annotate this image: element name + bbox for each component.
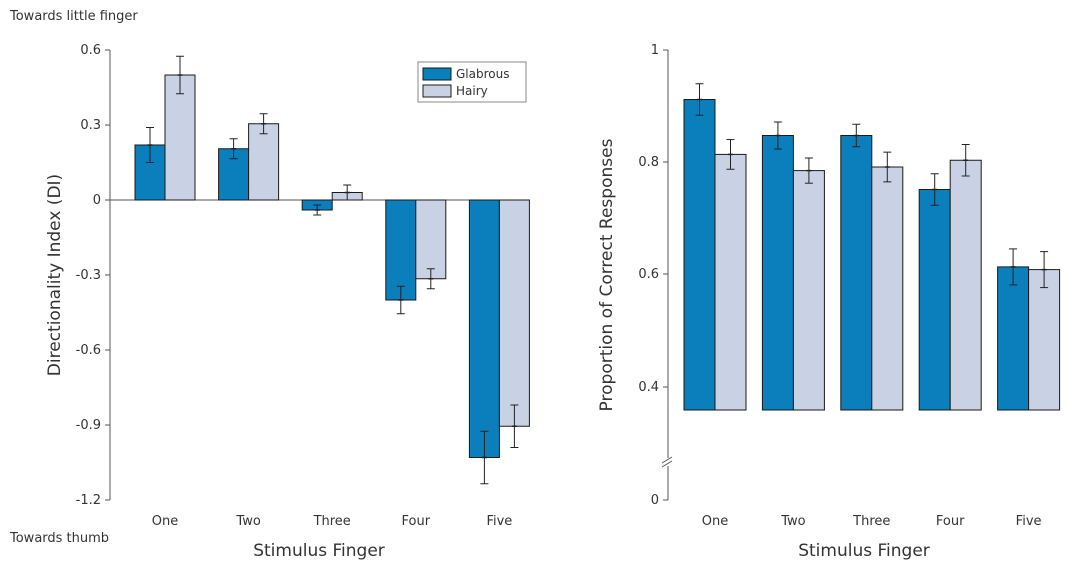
bar-glabrous-five [997,266,1030,411]
y-tick-label: 0 [93,193,101,208]
bar-hairy-three [871,166,904,411]
y-tick-label: -0.3 [76,268,101,283]
x-tick-label: One [702,514,728,529]
legend-entry-hairy: Hairy [456,84,488,98]
annotation-towards-thumb: Towards thumb [9,531,109,546]
bar-glabrous-five [468,199,500,458]
bar-glabrous-four [918,189,951,411]
directionality-chart: 0.6 0.3 0 -0.3 -0.6 -0.9 -1.2 One Two Three Four Fi… [45,43,530,561]
x-tick-label: Two [780,514,805,529]
x-tick-label: Two [235,514,260,529]
y-tick-label: 1 [651,43,659,58]
y-axis-label: Directionality Index (DI) [45,174,65,376]
bar-glabrous-two [761,135,794,411]
legend: Glabrous Hairy [417,61,527,103]
axis-break-gap [662,458,674,466]
y-tick-label: 0.8 [638,155,659,170]
axis-break-mark [661,456,673,464]
x-axis-label: Stimulus Finger [798,541,930,561]
bar-hairy-five [1028,269,1061,411]
bar-hairy-four [415,199,447,280]
legend-entry-glabrous: Glabrous [456,67,509,81]
legend-swatch-hairy [422,84,452,98]
bar-hairy-one [714,153,747,411]
x-tick-label: Three [852,514,890,529]
y-tick-label: 0.6 [80,43,101,58]
bar-hairy-two [248,123,280,201]
x-tick-label: Four [402,514,431,529]
bar-glabrous-four [385,199,417,301]
bar-hairy-two [792,170,825,411]
bar-glabrous-three [840,135,873,411]
correct-responses-chart: 1 0.8 0.6 0.4 0 One Two Three Four Five Stimulus F… [597,43,1061,561]
y-axis-label: Proportion of Correct Responses [597,138,617,411]
y-tick-label: 0 [651,493,659,508]
bar-hairy-one [164,74,196,201]
annotation-towards-little-finger: Towards little finger [9,9,138,24]
x-tick-label: Four [936,514,965,529]
bar-glabrous-one [683,99,716,411]
y-tick-label: -0.6 [76,343,101,358]
legend-swatch-glabrous [422,67,452,81]
bar-hairy-five [498,199,530,427]
x-tick-label: Three [313,514,351,529]
y-tick-label: -1.2 [76,493,101,508]
y-tick-label: 0.6 [638,267,659,282]
bar-hairy-four [949,159,982,411]
x-tick-label: Five [486,514,512,529]
y-tick-label: 0.3 [80,118,101,133]
x-tick-label: One [152,514,178,529]
x-tick-label: Five [1016,514,1042,529]
y-tick-label: 0.4 [638,380,659,395]
y-tick-label: -0.9 [76,418,101,433]
x-axis-label: Stimulus Finger [253,541,385,561]
axis-break-mark [661,460,673,468]
